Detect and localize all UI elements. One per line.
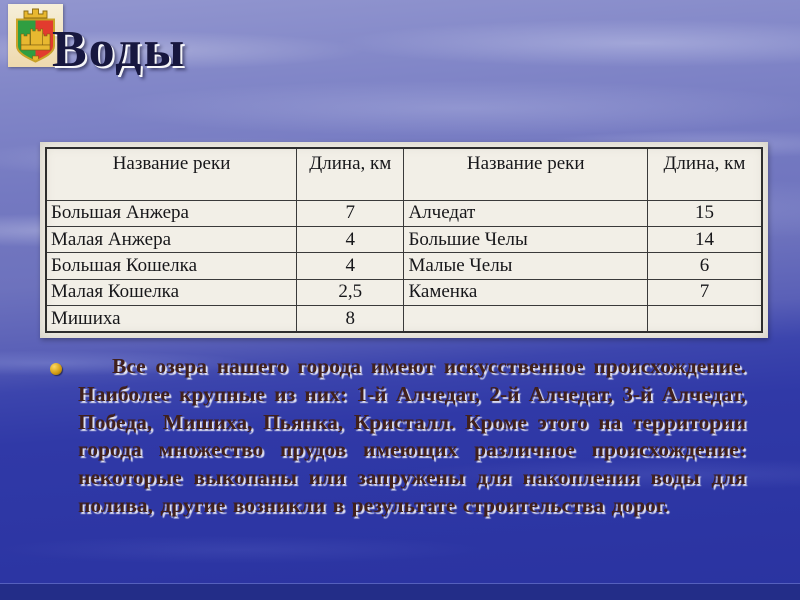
table-header-row: Название реки Длина, км Название реки Дл… (45, 147, 763, 201)
river-length-cell (646, 305, 763, 333)
river-name-cell (403, 305, 648, 333)
river-name-cell: Большая Анжера (45, 199, 298, 227)
bullet-marker-icon (50, 363, 62, 375)
table-row: Малая Кошелка 2,5 Каменка 7 (45, 278, 763, 307)
river-length-cell: 14 (646, 225, 763, 254)
river-name-cell: Большая Кошелка (45, 252, 298, 280)
river-length-cell: 6 (646, 252, 763, 280)
table-row: Мишиха 8 (45, 305, 763, 333)
river-name-cell: Малая Анжера (45, 225, 298, 254)
river-name-cell: Малая Кошелка (45, 278, 298, 307)
rivers-table: Название реки Длина, км Название реки Дл… (45, 147, 763, 333)
river-name-cell: Мишиха (45, 305, 298, 333)
river-name-cell: Каменка (403, 278, 648, 307)
table-row: Большая Анжера 7 Алчедат 15 (45, 199, 763, 227)
river-name-cell: Алчедат (403, 199, 648, 227)
river-length-cell: 4 (296, 225, 405, 254)
bottom-water-strip (0, 583, 800, 600)
rivers-table-paper: Название реки Длина, км Название реки Дл… (40, 142, 768, 338)
column-header-river-name-left: Название реки (45, 147, 298, 201)
table-row: Большая Кошелка 4 Малые Челы 6 (45, 252, 763, 280)
city-coat-of-arms-icon (8, 4, 63, 67)
river-length-cell: 7 (296, 199, 405, 227)
river-length-cell: 15 (646, 199, 763, 227)
river-length-cell: 7 (646, 278, 763, 307)
river-length-cell: 8 (296, 305, 405, 333)
lakes-paragraph: Все озера нашего города имеют искусствен… (78, 354, 746, 517)
column-header-river-name-right: Название реки (403, 147, 648, 201)
river-name-cell: Большие Челы (403, 225, 648, 254)
slide-title: Воды (52, 21, 187, 78)
column-header-length-right: Длина, км (646, 147, 763, 201)
river-length-cell: 4 (296, 252, 405, 280)
column-header-length-left: Длина, км (296, 147, 405, 201)
river-length-cell: 2,5 (296, 278, 405, 307)
table-row: Малая Анжера 4 Большие Челы 14 (45, 225, 763, 254)
river-name-cell: Малые Челы (403, 252, 648, 280)
